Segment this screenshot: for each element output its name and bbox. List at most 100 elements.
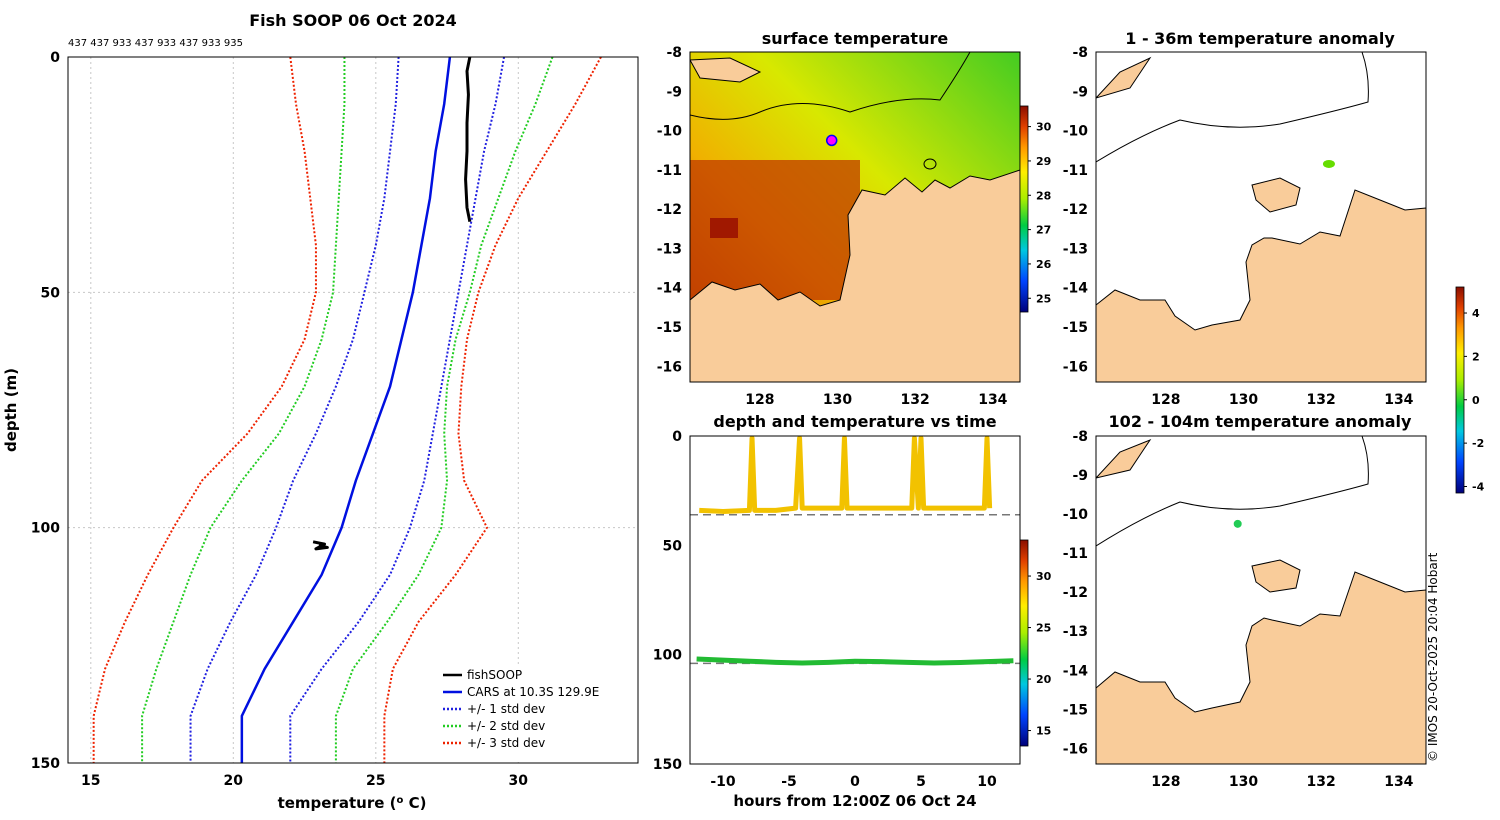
map-ytick: -13 [1063, 624, 1088, 640]
profile-grid [68, 56, 638, 764]
dt-colorbar [1019, 539, 1029, 747]
map-xtick: 132 [901, 392, 930, 408]
colorbar-tick-label: 15 [1036, 725, 1051, 738]
profile-series--1-std-dev-low [189, 56, 400, 763]
map-ytick: -12 [1063, 202, 1088, 218]
map-xtick: 130 [1229, 392, 1258, 408]
map-xtick: 128 [1151, 392, 1180, 408]
anom-deep-land [1096, 571, 1426, 764]
map-xtick: 134 [978, 392, 1007, 408]
map-xtick: 132 [1307, 774, 1336, 790]
sst-map-panel: surface temperature 128 130 132 134 -8 -9 -10 -… [657, 29, 1052, 408]
map-ytick: -8 [666, 45, 682, 61]
map-ytick: -10 [657, 124, 683, 140]
map-ytick: -14 [1063, 281, 1089, 297]
sst-colorbar [1019, 105, 1029, 313]
map-ytick: -16 [1063, 741, 1088, 757]
sst-title: surface temperature [762, 29, 949, 48]
anom-deep-ticks: 128 130 132 134 -8 -9 -10 -11 -12 -13 -14 -15 -16 [1063, 429, 1414, 790]
anom-colorbar-ticks: -4 -2 0 2 4 [1464, 307, 1485, 493]
colorbar-tick-label: 25 [1036, 292, 1051, 305]
map-ytick: -16 [1063, 359, 1088, 375]
colorbar-tick-label: 2 [1472, 350, 1480, 363]
profile-xlabel: temperature (o C) [278, 794, 427, 812]
colorbar-tick-label: 26 [1036, 258, 1052, 271]
map-ytick: -8 [1072, 45, 1088, 61]
sst-colorbar-ticks: 25 26 27 28 29 30 [1028, 121, 1052, 305]
map-ytick: -14 [657, 281, 683, 297]
map-xtick: 128 [745, 392, 774, 408]
profile-xtick: 20 [224, 773, 244, 789]
map-ytick: -15 [1063, 702, 1088, 718]
map-ytick: -9 [1072, 84, 1088, 100]
map-xtick: 134 [1384, 774, 1413, 790]
profile-panel: Fish SOOP 06 Oct 2024 437 437 933 437 93… [2, 11, 639, 812]
dt-xtick: -5 [781, 774, 797, 790]
profile-series-cars-at-10-3s-129-9e [240, 56, 452, 763]
map-ytick: -13 [657, 241, 682, 257]
legend-cars: CARS at 10.3S 129.9E [467, 685, 599, 699]
anom-shallow-land [1096, 189, 1426, 382]
platform-ids: 437 437 933 437 933 437 933 935 [68, 38, 243, 49]
dt-colorbar-ticks: 15 20 25 30 [1028, 570, 1052, 738]
dt-ytick: 50 [663, 538, 683, 554]
colorbar-tick-label: 20 [1036, 673, 1052, 686]
dt-data [690, 435, 1020, 666]
colorbar-tick-label: 25 [1036, 622, 1051, 635]
profile-xtick: 25 [366, 773, 385, 789]
map-ytick: -13 [1063, 241, 1088, 257]
anom-shallow-ticks: 128 130 132 134 -8 -9 -10 -11 -12 -13 -14 -15 -16 [1063, 45, 1414, 408]
map-ytick: -15 [1063, 320, 1088, 336]
profile-ticks: 15 20 25 30 0 50 100 150 [31, 50, 529, 789]
legend-std1: +/- 1 std dev [467, 702, 545, 716]
sst-land [690, 169, 1020, 382]
legend-std2: +/- 2 std dev [467, 719, 545, 733]
map-xtick: 132 [1307, 392, 1336, 408]
colorbar-tick-label: -2 [1472, 437, 1484, 450]
map-xtick: 130 [1229, 774, 1258, 790]
map-ytick: -9 [1072, 468, 1088, 484]
map-xtick: 130 [823, 392, 852, 408]
colorbar-tick-label: -4 [1472, 480, 1485, 493]
sst-marker [825, 134, 838, 147]
anom-deep-panel: 102 - 104m temperature anomaly 128 130 132… [1063, 286, 1485, 790]
colorbar-tick-label: 27 [1036, 224, 1051, 237]
colorbar-tick-label: 4 [1472, 307, 1480, 320]
map-ytick: -10 [1063, 507, 1089, 523]
legend-fishsoop: fishSOOP [467, 668, 522, 682]
map-ytick: -12 [1063, 585, 1088, 601]
profile-ytick: 150 [31, 756, 60, 772]
profile-ytick: 50 [41, 285, 61, 301]
anom-deep-title: 102 - 104m temperature anomaly [1109, 412, 1412, 431]
profile-series--3-std-dev-low [92, 56, 317, 763]
map-ytick: -8 [1072, 429, 1088, 445]
profile-legend: fishSOOP CARS at 10.3S 129.9E +/- 1 std … [436, 664, 636, 760]
map-ytick: -15 [657, 320, 682, 336]
anom-shallow-title: 1 - 36m temperature anomaly [1125, 29, 1395, 48]
map-ytick: -11 [657, 163, 682, 179]
map-ytick: -14 [1063, 663, 1089, 679]
profile-lines [92, 56, 602, 763]
profile-ylabel: depth (m) [2, 368, 20, 452]
profile-series--2-std-dev-low [141, 57, 346, 763]
map-ytick: -10 [1063, 124, 1089, 140]
map-xtick: 128 [1151, 774, 1180, 790]
profile-series--1-std-dev-high [289, 56, 506, 763]
dt-xtick: 0 [850, 774, 860, 790]
anom-shallow-point [1322, 159, 1335, 168]
profile-frame [67, 56, 639, 764]
sst-ticks: 128 130 132 134 -8 -9 -10 -11 -12 -13 -14 -15 -16 [657, 45, 1008, 408]
colorbar-tick-label: 28 [1036, 189, 1051, 202]
dt-ytick: 0 [672, 429, 682, 445]
dt-ytick: 150 [653, 757, 682, 773]
depth-time-panel: depth and temperature vs time -10 -5 0 5 100… [653, 412, 1052, 810]
map-ytick: -11 [1063, 546, 1088, 562]
anom-deep-point [1233, 519, 1242, 528]
dt-deep-series [696, 656, 1014, 666]
dt-title: depth and temperature vs time [713, 412, 996, 431]
profile-ytick: 0 [50, 50, 60, 66]
dt-xtick: 10 [977, 774, 997, 790]
profile-series-fishsoop [464, 56, 472, 223]
